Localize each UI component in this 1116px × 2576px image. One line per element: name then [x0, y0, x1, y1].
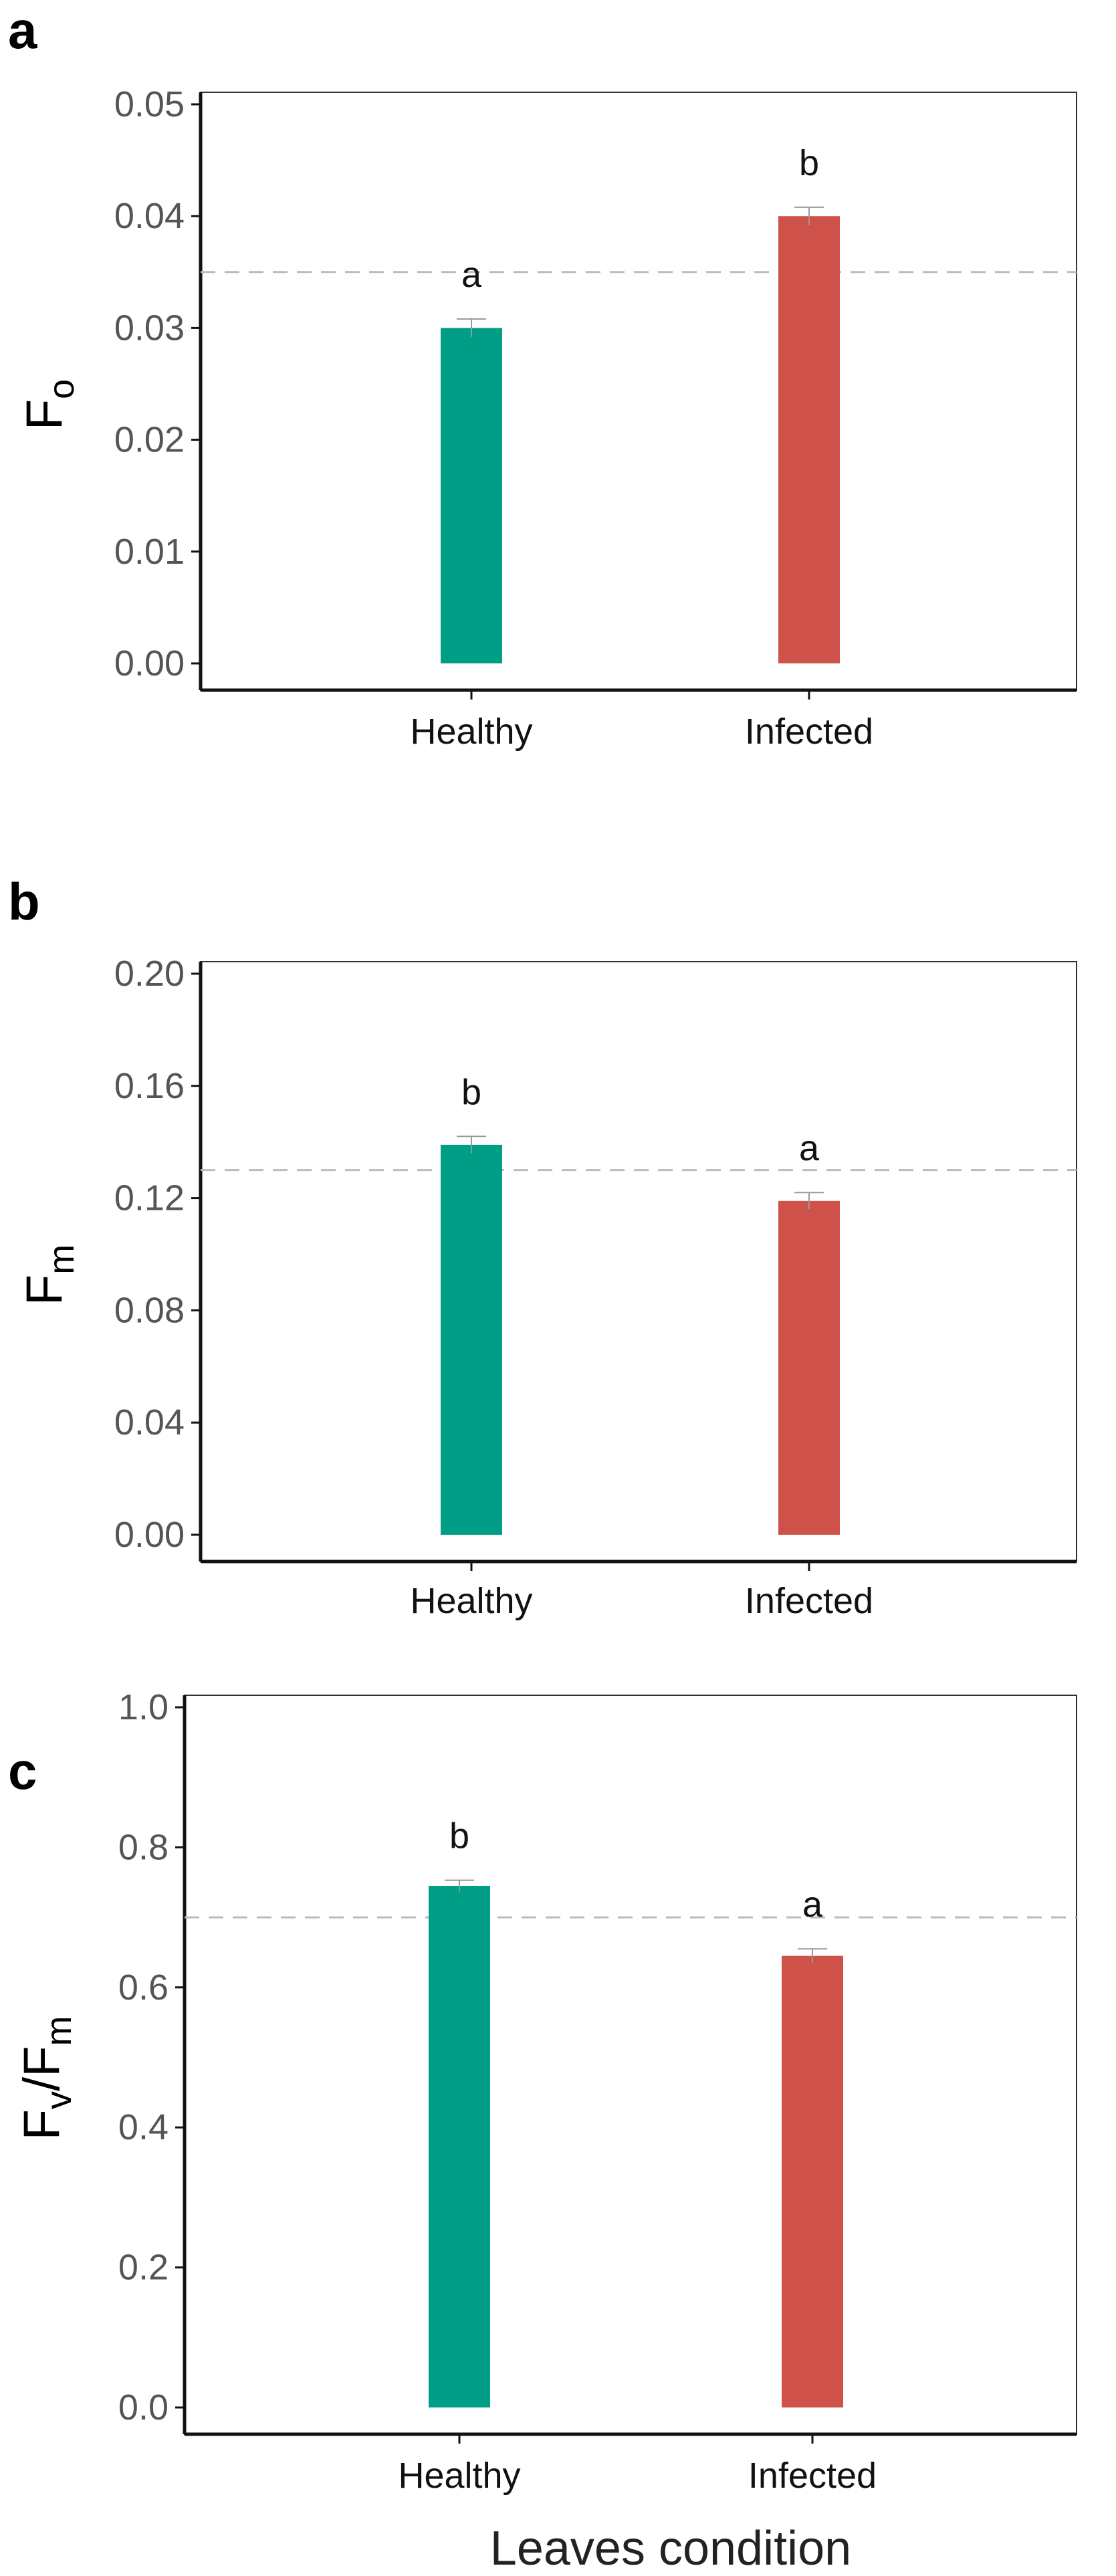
significance-label: a: [461, 255, 482, 295]
significance-label: b: [799, 143, 819, 183]
y-tick-label: 0.04: [114, 196, 185, 236]
y-axis-title: Fv/Fm: [13, 2016, 79, 2141]
plot-frame: [200, 961, 1077, 1562]
y-tick-label: 0.00: [114, 1515, 185, 1555]
x-axis-title: Leaves condition: [490, 2522, 851, 2575]
y-tick-label: 0.03: [114, 308, 185, 348]
bar-infected: [782, 1955, 843, 2407]
x-tick-label: Healthy: [410, 1581, 532, 1621]
y-axis-title: Fo: [16, 379, 82, 430]
chart-panel-c: c 0.0 0.2 0.4 0.6 0.8 1.0 b Healthy a Infected Fv/F…: [8, 1687, 1077, 2496]
y-tick-label: 0.12: [114, 1178, 185, 1218]
chart-panel-b: b 0.00 0.04 0.08 0.12 0.16 0.20 b Healthy a Infect…: [8, 872, 1077, 1621]
bar-healthy: [429, 1885, 490, 2407]
y-tick-label: 0.04: [114, 1402, 185, 1442]
bar-healthy: [441, 328, 502, 663]
panel-letter: b: [8, 872, 40, 931]
panel-letter: c: [8, 1741, 37, 1800]
significance-label: b: [449, 1816, 469, 1856]
bar-infected: [778, 1200, 840, 1535]
y-tick-label: 0.6: [118, 1967, 169, 2008]
x-tick-label: Infected: [745, 712, 873, 752]
plot-frame: [184, 1695, 1077, 2435]
y-tick-label: 0.20: [114, 954, 185, 994]
y-tick-label: 0.01: [114, 532, 185, 572]
x-tick-label: Infected: [745, 1581, 873, 1621]
y-tick-label: 0.08: [114, 1290, 185, 1330]
y-tick-label: 0.16: [114, 1066, 185, 1106]
panels: a 0.00 0.01 0.02 0.03 0.04 0.05 a Healthy b Infect…: [8, 1, 1077, 2496]
significance-label: a: [802, 1885, 823, 1925]
significance-label: b: [461, 1072, 481, 1112]
plot-frame: [200, 92, 1077, 691]
y-tick-label: 0.00: [114, 643, 185, 683]
bar-infected: [778, 216, 840, 663]
x-tick-label: Healthy: [398, 2456, 520, 2496]
y-tick-label: 0.05: [114, 84, 185, 124]
y-tick-label: 0.02: [114, 420, 185, 460]
chart-panel-a: a 0.00 0.01 0.02 0.03 0.04 0.05 a Healthy b Infect…: [8, 1, 1077, 752]
significance-label: a: [799, 1128, 820, 1168]
panel-letter: a: [8, 1, 37, 60]
y-tick-label: 0.2: [118, 2248, 169, 2288]
y-tick-label: 0.8: [118, 1827, 169, 1867]
x-tick-label: Healthy: [410, 712, 532, 752]
bar-healthy: [441, 1144, 502, 1535]
y-tick-label: 0.4: [118, 2107, 169, 2147]
y-tick-label: 0.0: [118, 2387, 169, 2428]
y-tick-label: 1.0: [118, 1687, 169, 1727]
x-tick-label: Infected: [748, 2456, 877, 2496]
y-axis-title: Fm: [16, 1245, 82, 1305]
